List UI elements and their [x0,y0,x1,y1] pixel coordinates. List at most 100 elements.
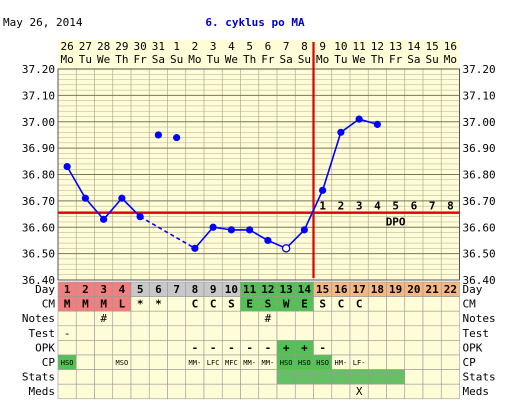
dpo-number: 6 [411,200,418,213]
cell-stats [221,369,241,385]
grid [57,68,460,281]
cell-test [130,325,150,341]
temp-point [154,131,162,139]
row-label-stats: Stats [22,371,55,384]
cell-opk [112,340,132,356]
cell-meds [221,383,241,400]
date-label: 4 [228,40,235,53]
cell-test [386,325,406,341]
cell-day-text: 14 [298,283,312,296]
weekday-label: Mo [444,53,457,66]
cell-meds [185,383,205,400]
temp-point [81,194,89,202]
cell-notes [221,310,241,327]
cell-stats [112,369,132,385]
cell-meds [386,383,406,400]
cell-test [203,325,223,341]
date-label: 5 [246,40,253,53]
temp-point [355,115,363,123]
dpo-number: 5 [392,200,399,213]
weekday-label: Sa [407,53,420,66]
cell-notes [57,310,77,327]
cell-stats [167,369,187,385]
cell-meds [440,383,460,400]
cell-cp-text: LFC [207,359,220,367]
cell-test [404,325,424,341]
weekday-label: Su [170,53,183,66]
temp-point [63,162,71,171]
cell-stats [130,369,150,385]
cell-cm-text: S [228,298,235,311]
cell-day-text: 18 [371,283,384,296]
y-tick-left: 36.50 [22,248,55,261]
temp-point-open [281,244,291,253]
temperature-series [63,115,381,253]
cell-cp-text: MM- [262,359,275,367]
weekday-label: Su [298,53,311,66]
cell-opk [386,340,406,356]
cell-meds [313,383,333,400]
cell-cp [167,354,187,370]
temp-point [319,186,327,194]
cell-cp [367,354,387,370]
cell-notes [240,310,260,327]
row-label-day: Day [35,283,55,296]
cell-stats [313,369,333,385]
cell-day-text: 10 [225,283,238,296]
date-label: 31 [152,40,165,53]
row-label-right-cm: CM [463,298,477,311]
cell-stats [404,369,424,385]
row-label-meds: Meds [29,385,56,398]
temp-segment [285,229,305,249]
row-label-test: Test [29,327,56,340]
temp-point [300,226,308,234]
cell-test [276,325,296,341]
cell-cp-text: MM- [243,359,256,367]
cell-notes [294,310,314,327]
weekday-label: We [97,53,110,66]
cell-cm-text: S [319,298,326,311]
cell-meds [422,383,442,400]
cell-opk [367,340,387,356]
weekday-label: Sa [280,53,293,66]
dpo-number: 8 [447,200,454,213]
date-label: 6 [265,40,272,53]
cell-meds [404,383,424,400]
cell-day-text: 12 [261,283,274,296]
temp-point [191,244,199,252]
cell-stats [294,369,314,385]
date-label: 15 [426,40,439,53]
cell-test [94,325,114,341]
cell-day-text: 11 [243,283,257,296]
cell-test [185,325,205,341]
cell-cp [148,354,168,370]
header-date: May 26, 2014 [3,16,83,29]
cell-stats [185,369,205,385]
cell-test [349,325,369,341]
cell-cp [94,354,114,370]
cell-notes [386,310,406,327]
cell-notes [167,310,187,327]
cell-cm [167,296,187,312]
cell-test [422,325,442,341]
temp-segment [139,216,196,250]
date-label: 3 [210,40,217,53]
cell-test [294,325,314,341]
y-tick-right: 37.20 [463,63,496,76]
cell-cm-text: C [338,298,345,311]
date-label: 28 [97,40,110,53]
cell-cm-text: * [137,298,144,311]
cell-meds [331,383,351,400]
y-tick-left: 36.60 [22,221,55,234]
y-tick-right: 36.40 [463,274,496,287]
weekday-label: Su [426,53,439,66]
cell-cp-text: HSO [280,359,293,367]
cell-cp-text: LF- [353,359,366,367]
dpo-number: 3 [356,200,363,213]
cell-cm-text: C [192,298,199,311]
cell-opk-text: + [301,341,308,354]
plot-border [57,68,460,281]
cell-opk-text: - [265,341,272,354]
weekday-label: Fr [261,53,275,66]
